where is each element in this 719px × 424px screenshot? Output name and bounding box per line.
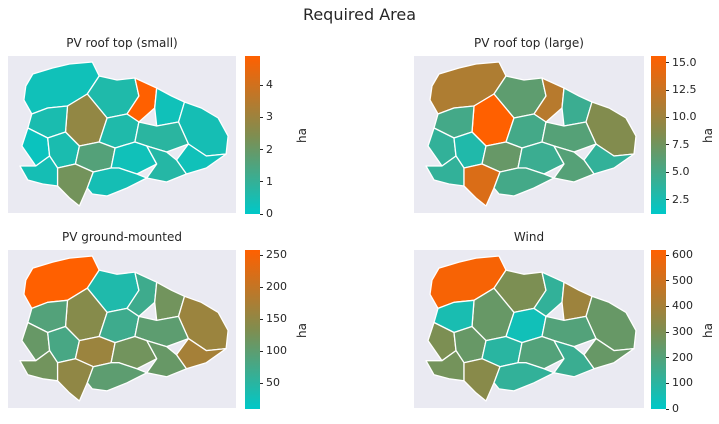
colorbar-tick-mark (260, 254, 263, 256)
colorbar-tick-label: 500 (672, 273, 693, 287)
colorbar-tick-label: 7.5 (672, 137, 690, 151)
colorbar-tick-mark (666, 331, 669, 333)
colorbar-tick-mark (666, 144, 669, 146)
colorbar-tick-label: 300 (672, 325, 693, 339)
colorbar-tick-mark (666, 62, 669, 64)
colorbar-tick-label: 0 (266, 207, 273, 220)
colorbar-tick-mark (666, 408, 669, 410)
colorbar-tick-mark (666, 382, 669, 384)
colorbar-label: ha (295, 322, 309, 338)
colorbar-tick-mark (666, 305, 669, 307)
district-region (493, 167, 555, 197)
district-region (146, 339, 188, 378)
figure-title: Required Area (302, 5, 417, 24)
colorbar-tick-label: 5.0 (672, 165, 690, 179)
district-region (493, 362, 555, 392)
district-region (56, 358, 94, 402)
colorbar-tick-mark (666, 89, 669, 91)
colorbar-tick-label: 1 (266, 174, 273, 188)
colorbar-tick-mark (260, 318, 263, 320)
colorbar-tick-label: 12.5 (672, 83, 697, 96)
colorbar-tick-mark (666, 199, 669, 201)
choropleth-map (19, 255, 229, 402)
choropleth-map (425, 61, 637, 207)
district-region (425, 155, 465, 187)
colorbar-tick-label: 400 (672, 299, 693, 313)
colorbar-tick-mark (666, 254, 669, 256)
panel-title: PV roof top (large) (474, 36, 584, 50)
colorbar-tick-mark (260, 84, 263, 86)
colorbar-tick-label: 4 (266, 78, 273, 92)
colorbar-tick-mark (666, 171, 669, 173)
choropleth-map (425, 255, 637, 402)
district-region (425, 349, 465, 382)
colorbar-tick-label: 0 (672, 402, 679, 415)
district-region (86, 362, 148, 392)
district-region (463, 358, 501, 402)
colorbar-tick-label: 2 (266, 142, 273, 156)
colorbar-tick-label: 15.0 (672, 55, 697, 69)
panel-title: PV ground-mounted (62, 230, 182, 244)
colorbar-tick-mark (260, 213, 263, 215)
district-region (19, 155, 59, 187)
colorbar-tick-label: 50 (266, 376, 280, 390)
colorbar-tick-mark (260, 149, 263, 150)
colorbar-tick-mark (260, 286, 263, 288)
colorbar-label: ha (701, 128, 715, 143)
district-region (463, 163, 501, 207)
colorbar-tick-mark (260, 382, 263, 384)
colorbar-tick-mark (666, 116, 669, 118)
district-region (56, 163, 94, 207)
colorbar-tick-label: 10.0 (672, 110, 697, 124)
panel-title: PV roof top (small) (66, 36, 178, 50)
colorbar (651, 56, 666, 214)
colorbar (245, 56, 260, 214)
colorbar-tick-label: 100 (266, 344, 287, 358)
colorbar-tick-label: 100 (672, 376, 693, 390)
colorbar-tick-label: 200 (266, 280, 287, 294)
colorbar-tick-label: 3 (266, 110, 273, 124)
colorbar-tick-mark (666, 357, 669, 359)
colorbar-label: ha (295, 128, 309, 143)
district-region (86, 167, 148, 197)
colorbar-label: ha (701, 322, 715, 338)
colorbar (245, 250, 260, 409)
colorbar-tick-mark (666, 280, 669, 282)
colorbar-tick-label: 600 (672, 248, 693, 262)
colorbar (651, 250, 666, 409)
colorbar-tick-mark (260, 181, 263, 183)
district-region (553, 145, 595, 183)
district-region (553, 339, 595, 378)
colorbar-tick-label: 150 (266, 312, 287, 326)
colorbar-tick-label: 200 (672, 350, 693, 364)
colorbar-tick-label: 2.5 (672, 192, 690, 206)
panel-title: Wind (513, 230, 545, 244)
district-region (146, 145, 188, 183)
colorbar-tick-mark (260, 350, 263, 352)
colorbar-tick-mark (260, 116, 263, 118)
district-region (19, 349, 59, 382)
colorbar-tick-label: 250 (266, 248, 287, 262)
choropleth-map (19, 61, 229, 207)
